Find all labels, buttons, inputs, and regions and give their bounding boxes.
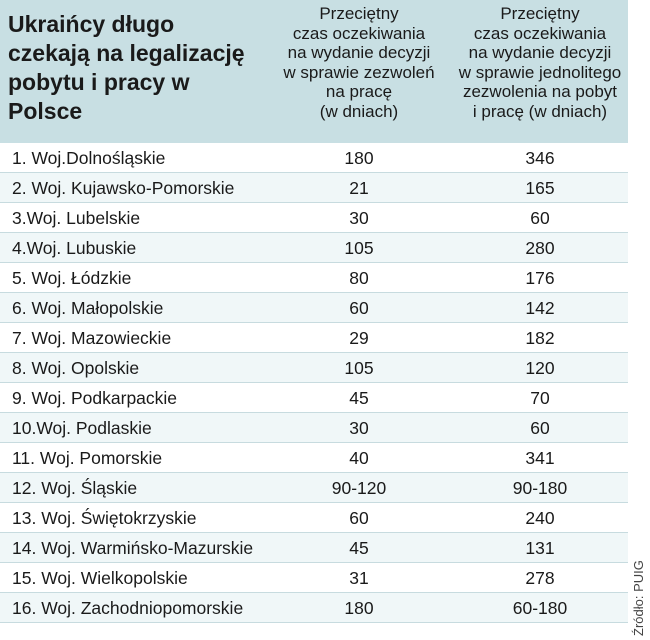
table-row: 7. Woj. Mazowieckie 29 182 (0, 323, 628, 353)
row-work-permit-days: 40 (349, 448, 369, 468)
table-row: 8. Woj. Opolskie 105 120 (0, 353, 628, 383)
table-row: 11. Woj. Pomorskie 40 341 (0, 443, 628, 473)
table-row: 3.Woj. Lubelskie 30 60 (0, 203, 628, 233)
row-work-permit-days: 90-120 (331, 478, 387, 498)
row-voivodeship-name: 16. Woj. Zachodniopomorskie (12, 598, 244, 618)
row-voivodeship-name: 8. Woj. Opolskie (12, 358, 140, 378)
row-work-permit-days: 105 (344, 358, 374, 378)
source-note: Źródło: PUIG (631, 560, 646, 636)
table-row: 14. Woj. Warmińsko-Mazurskie 45 131 (0, 533, 628, 563)
row-work-permit-days: 21 (349, 178, 369, 198)
row-combined-permit-days: 120 (525, 358, 555, 378)
row-combined-permit-days: 60 (530, 208, 550, 228)
row-combined-permit-days: 142 (525, 298, 555, 318)
row-combined-permit-days: 70 (530, 388, 550, 408)
row-voivodeship-name: 2. Woj. Kujawsko-Pomorskie (12, 178, 235, 198)
row-voivodeship-name: 12. Woj. Śląskie (12, 478, 138, 498)
row-work-permit-days: 31 (349, 568, 369, 588)
row-work-permit-days: 60 (349, 298, 369, 318)
row-work-permit-days: 60 (349, 508, 369, 528)
table-row: 4.Woj. Lubuskie 105 280 (0, 233, 628, 263)
column-header-combined-permit: Przeciętny czas oczekiwania na wydanie d… (458, 4, 622, 121)
row-voivodeship-name: 15. Woj. Wielkopolskie (12, 568, 188, 588)
table-row: 2. Woj. Kujawsko-Pomorskie 21 165 (0, 173, 628, 203)
chart-title: Ukraińcy długo czekają na legalizację po… (8, 11, 245, 124)
table-row: 12. Woj. Śląskie 90-120 90-180 (0, 473, 628, 503)
row-combined-permit-days: 278 (525, 568, 555, 588)
row-combined-permit-days: 131 (525, 538, 555, 558)
row-work-permit-days: 80 (349, 268, 369, 288)
row-work-permit-days: 30 (349, 208, 369, 228)
table-body: 1. Woj.Dolnośląskie 180 346 2. Woj. Kujawsk… (0, 143, 628, 623)
table-header: Ukraińcy długo czekają na legalizację po… (0, 0, 628, 143)
row-combined-permit-days: 176 (525, 268, 555, 288)
row-voivodeship-name: 6. Woj. Małopolskie (12, 298, 164, 318)
row-work-permit-days: 45 (349, 538, 369, 558)
table-row: 5. Woj. Łódzkie 80 176 (0, 263, 628, 293)
row-voivodeship-name: 5. Woj. Łódzkie (12, 268, 132, 288)
row-combined-permit-days: 60-180 (512, 598, 568, 618)
row-voivodeship-name: 1. Woj.Dolnośląskie (12, 148, 166, 168)
row-combined-permit-days: 90-180 (512, 478, 568, 498)
row-work-permit-days: 105 (344, 238, 374, 258)
table-row: 15. Woj. Wielkopolskie 31 278 (0, 563, 628, 593)
table-row: 1. Woj.Dolnośląskie 180 346 (0, 143, 628, 173)
row-voivodeship-name: 14. Woj. Warmińsko-Mazurskie (12, 538, 254, 558)
row-voivodeship-name: 9. Woj. Podkarpackie (12, 388, 178, 408)
row-work-permit-days: 45 (349, 388, 369, 408)
row-combined-permit-days: 346 (525, 148, 555, 168)
data-table: Ukraińcy długo czekają na legalizację po… (0, 0, 628, 623)
table-row: 16. Woj. Zachodniopomorskie 180 60-180 (0, 593, 628, 623)
table-row: 6. Woj. Małopolskie 60 142 (0, 293, 628, 323)
row-work-permit-days: 30 (349, 418, 369, 438)
row-combined-permit-days: 165 (525, 178, 555, 198)
column-header-work-permit: Przeciętny czas oczekiwania na wydanie d… (283, 4, 435, 121)
row-work-permit-days: 29 (349, 328, 369, 348)
row-voivodeship-name: 10.Woj. Podlaskie (12, 418, 152, 438)
table-row: 9. Woj. Podkarpackie 45 70 (0, 383, 628, 413)
row-combined-permit-days: 240 (525, 508, 555, 528)
row-voivodeship-name: 13. Woj. Świętokrzyskie (12, 508, 197, 528)
row-work-permit-days: 180 (344, 598, 374, 618)
row-voivodeship-name: 4.Woj. Lubuskie (12, 238, 137, 258)
table-row: 13. Woj. Świętokrzyskie 60 240 (0, 503, 628, 533)
row-voivodeship-name: 11. Woj. Pomorskie (12, 448, 163, 468)
row-combined-permit-days: 60 (530, 418, 550, 438)
row-combined-permit-days: 182 (525, 328, 555, 348)
row-work-permit-days: 180 (344, 148, 374, 168)
row-voivodeship-name: 3.Woj. Lubelskie (12, 208, 141, 228)
row-voivodeship-name: 7. Woj. Mazowieckie (12, 328, 172, 348)
row-combined-permit-days: 341 (525, 448, 555, 468)
row-combined-permit-days: 280 (525, 238, 555, 258)
table-row: 10.Woj. Podlaskie 30 60 (0, 413, 628, 443)
